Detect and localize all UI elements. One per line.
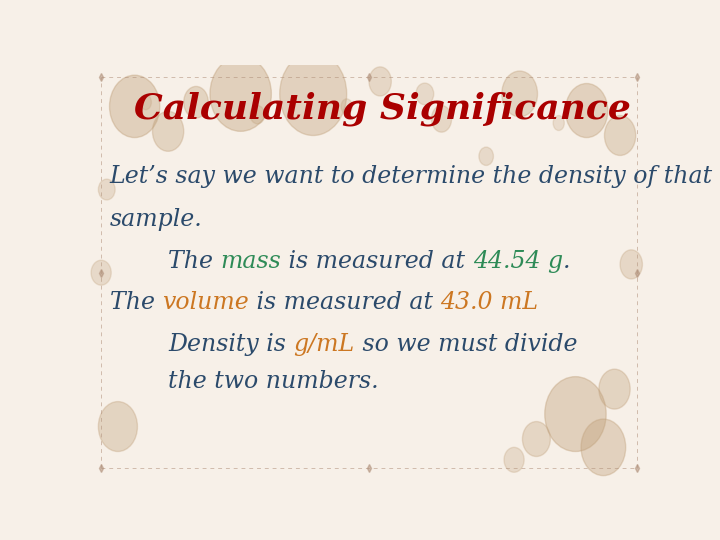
Text: Let’s say we want to determine the density of that liquid: Let’s say we want to determine the densi… [109,165,720,187]
Ellipse shape [502,71,538,117]
Ellipse shape [545,377,606,451]
Text: 43.0 mL: 43.0 mL [440,292,539,314]
Ellipse shape [431,105,451,132]
Ellipse shape [620,250,642,279]
Ellipse shape [250,105,265,124]
Text: .: . [563,250,570,273]
Ellipse shape [565,84,608,138]
Ellipse shape [523,422,550,456]
Text: is measured at: is measured at [249,292,440,314]
Ellipse shape [99,402,138,451]
Text: mass: mass [220,250,282,273]
Text: volume: volume [162,292,249,314]
Text: 44.54 g: 44.54 g [473,250,563,273]
Text: The: The [109,292,162,314]
Ellipse shape [109,75,160,138]
Text: g/mL: g/mL [294,333,355,356]
Ellipse shape [581,419,626,476]
Ellipse shape [369,67,392,96]
Ellipse shape [341,99,352,114]
Ellipse shape [99,179,115,200]
Text: sample.: sample. [109,208,202,231]
Text: The: The [168,250,220,273]
Ellipse shape [599,369,630,409]
Ellipse shape [210,57,271,131]
Ellipse shape [280,52,347,136]
Text: Density is: Density is [168,333,294,356]
Ellipse shape [140,94,151,110]
Text: the two numbers.: the two numbers. [168,370,379,394]
Ellipse shape [605,116,636,156]
Ellipse shape [153,111,184,151]
Text: so we must divide: so we must divide [355,333,577,356]
Ellipse shape [91,260,111,285]
Text: is measured at: is measured at [282,250,473,273]
Ellipse shape [504,447,524,472]
Ellipse shape [553,116,564,131]
Ellipse shape [479,147,493,165]
Text: Calculating Significance: Calculating Significance [135,92,631,126]
Ellipse shape [416,83,433,105]
Ellipse shape [184,86,208,118]
